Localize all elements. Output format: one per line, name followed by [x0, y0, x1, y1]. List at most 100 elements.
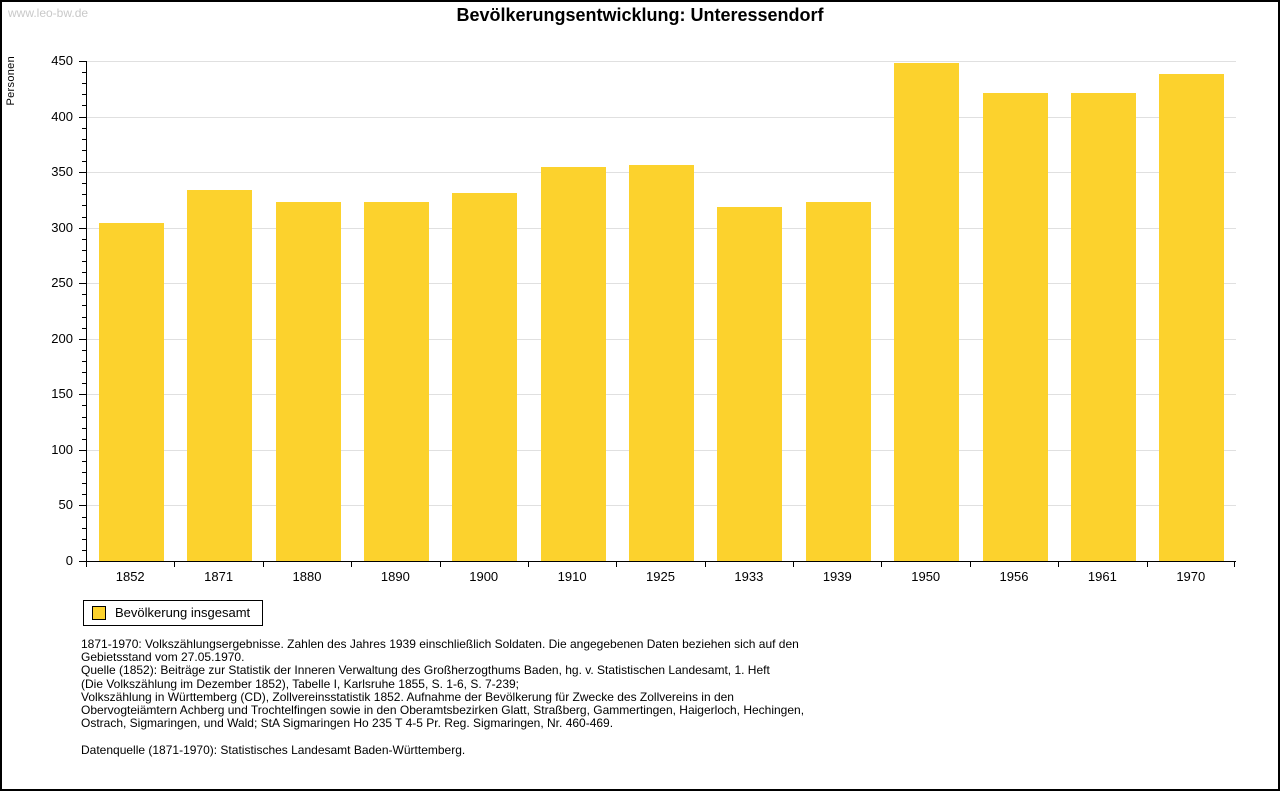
y-tick-400: [79, 117, 86, 118]
y-minor-tick-30: [82, 528, 86, 529]
legend-swatch-icon: [92, 605, 106, 620]
bar-1933: [717, 206, 783, 561]
footnote-line: Ostrach, Sigmaringen, und Wald; StA Sigm…: [81, 716, 614, 731]
y-minor-tick-80: [82, 472, 86, 473]
y-tick-label-300: 300: [51, 220, 73, 235]
y-minor-tick-130: [82, 417, 86, 418]
y-tick-150: [79, 394, 86, 395]
y-minor-tick-310: [82, 217, 86, 218]
x-label-1880: 1880: [292, 569, 322, 584]
x-label-1956: 1956: [999, 569, 1029, 584]
y-minor-tick-440: [82, 72, 86, 73]
x-label-1900: 1900: [469, 569, 499, 584]
x-tick-10: [970, 562, 971, 567]
x-tick-2: [263, 562, 264, 567]
y-tick-250: [79, 283, 86, 284]
x-label-1852: 1852: [115, 569, 145, 584]
y-minor-tick-160: [82, 383, 86, 384]
y-minor-tick-190: [82, 350, 86, 351]
legend: Bevölkerung insgesamt: [83, 600, 264, 626]
y-minor-tick-280: [82, 250, 86, 251]
y-minor-tick-370: [82, 150, 86, 151]
y-minor-tick-140: [82, 405, 86, 406]
y-tick-450: [79, 61, 86, 62]
y-minor-tick-260: [82, 272, 86, 273]
footnote-line: Gebietsstand vom 27.05.1970.: [81, 650, 245, 665]
y-tick-label-400: 400: [51, 109, 73, 124]
y-tick-100: [79, 450, 86, 451]
footnote-line: 1871-1970: Volkszählungsergebnisse. Zahl…: [81, 637, 799, 651]
footnote-line: (Die Volkszählung im Dezember 1852), Tab…: [81, 676, 520, 691]
y-minor-tick-20: [82, 539, 86, 540]
y-tick-label-50: 50: [58, 497, 73, 512]
x-label-1871: 1871: [204, 569, 234, 584]
site-watermark: www.leo-bw.de: [8, 6, 89, 20]
y-minor-tick-10: [82, 550, 86, 551]
y-minor-tick-390: [82, 128, 86, 129]
y-minor-tick-230: [82, 305, 86, 306]
y-minor-tick-240: [82, 294, 86, 295]
x-tick-13: [1234, 562, 1235, 567]
y-minor-tick-220: [82, 317, 86, 318]
x-axis-ticks: [86, 562, 1235, 567]
gridline-450: [87, 61, 1236, 62]
bar-1956: [982, 93, 1048, 561]
bar-1852: [98, 223, 164, 561]
x-tick-5: [528, 562, 529, 567]
footnotes: 1871-1970: Volkszählungsergebnisse. Zahl…: [81, 637, 1211, 758]
y-minor-tick-340: [82, 183, 86, 184]
bar-1871: [187, 189, 253, 561]
footnote-line: Obervogteiämtern Achberg und Trochtelfin…: [81, 703, 805, 718]
x-label-1939: 1939: [822, 569, 852, 584]
x-label-1933: 1933: [734, 569, 764, 584]
bar-1890: [363, 202, 429, 561]
x-tick-8: [793, 562, 794, 567]
x-tick-9: [881, 562, 882, 567]
x-label-1925: 1925: [646, 569, 675, 584]
x-axis-labels: 1852 1871 1880 1890 1900 1910 1925 1933 1939 1950…: [86, 569, 1235, 585]
y-minor-tick-430: [82, 83, 86, 84]
y-minor-tick-40: [82, 517, 86, 518]
y-tick-350: [79, 172, 86, 173]
bar-1925: [629, 165, 694, 561]
y-minor-tick-380: [82, 139, 86, 140]
x-tick-11: [1058, 562, 1059, 567]
y-tick-label-100: 100: [51, 442, 73, 457]
y-tick-label-0: 0: [65, 553, 73, 568]
x-tick-0: [86, 562, 87, 567]
x-label-1910: 1910: [557, 569, 587, 584]
bar-1970: [1159, 74, 1225, 561]
x-label-1950: 1950: [911, 569, 941, 584]
bar-1961: [1070, 93, 1136, 561]
y-minor-tick-410: [82, 105, 86, 106]
x-tick-12: [1147, 562, 1148, 567]
x-label-1970: 1970: [1176, 569, 1206, 584]
x-label-1961: 1961: [1087, 569, 1117, 584]
y-minor-tick-180: [82, 361, 86, 362]
y-minor-tick-70: [82, 483, 86, 484]
y-tick-50: [79, 505, 86, 506]
y-axis: 0 50 100 150 200 250 300 350 400 450: [2, 54, 86, 568]
y-tick-300: [79, 228, 86, 229]
plot-area: [86, 61, 1236, 562]
x-label-1890: 1890: [380, 569, 410, 584]
footnote-line: Quelle (1852): Beiträge zur Statistik de…: [81, 663, 770, 678]
bar-1880: [275, 202, 341, 561]
gridline-400: [87, 117, 1236, 118]
y-minor-tick-210: [82, 328, 86, 329]
x-tick-4: [440, 562, 441, 567]
y-tick-label-150: 150: [51, 386, 73, 401]
bar-1950: [894, 63, 960, 561]
y-tick-label-450: 450: [51, 53, 73, 68]
datasource-line: Datenquelle (1871-1970): Statistisches L…: [81, 743, 466, 758]
y-minor-tick-290: [82, 239, 86, 240]
y-minor-tick-120: [82, 428, 86, 429]
y-minor-tick-60: [82, 494, 86, 495]
y-minor-tick-360: [82, 161, 86, 162]
y-minor-tick-170: [82, 372, 86, 373]
y-tick-label-200: 200: [51, 331, 73, 346]
x-tick-3: [351, 562, 352, 567]
footnote-line: Volkszählung in Württemberg (CD), Zollve…: [81, 689, 734, 704]
bar-1939: [805, 202, 871, 561]
